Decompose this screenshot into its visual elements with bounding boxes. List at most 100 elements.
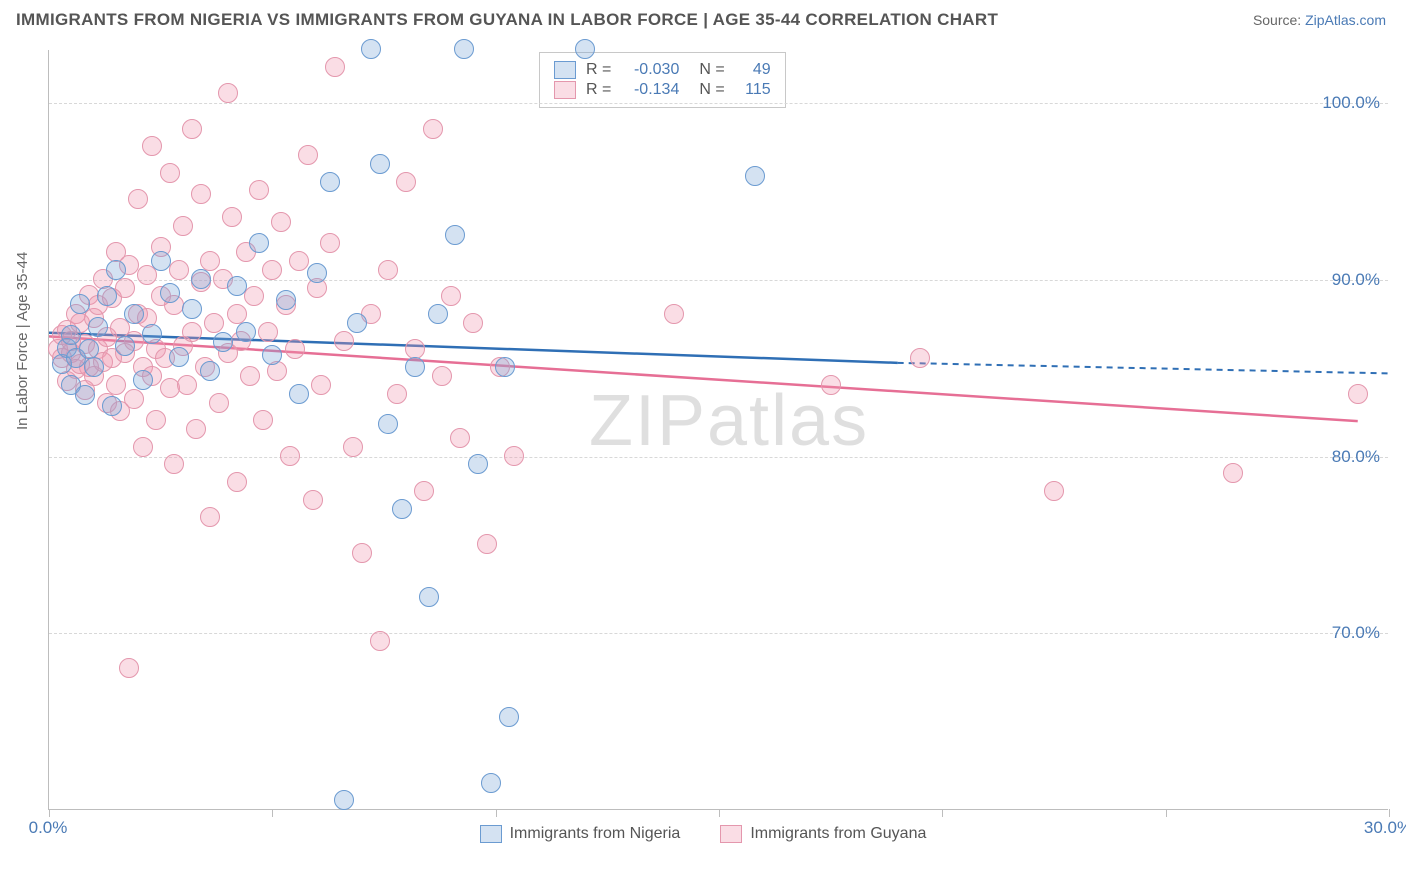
data-point-guyana	[177, 375, 197, 395]
data-point-guyana	[910, 348, 930, 368]
data-point-nigeria	[392, 499, 412, 519]
data-point-guyana	[244, 286, 264, 306]
swatch-pink	[554, 81, 576, 99]
data-point-guyana	[450, 428, 470, 448]
data-point-nigeria	[236, 322, 256, 342]
data-point-nigeria	[307, 263, 327, 283]
data-point-nigeria	[405, 357, 425, 377]
gridline	[49, 103, 1388, 104]
data-point-nigeria	[495, 357, 515, 377]
x-tick-label: 0.0%	[29, 818, 68, 838]
y-tick-label: 70.0%	[1332, 623, 1380, 643]
y-tick-label: 80.0%	[1332, 447, 1380, 467]
y-tick-label: 90.0%	[1332, 270, 1380, 290]
data-point-guyana	[142, 136, 162, 156]
x-tick	[1389, 809, 1390, 817]
data-point-guyana	[463, 313, 483, 333]
trendlines-svg	[49, 50, 1389, 810]
data-point-nigeria	[289, 384, 309, 404]
swatch-blue	[554, 61, 576, 79]
data-point-nigeria	[115, 336, 135, 356]
data-point-nigeria	[745, 166, 765, 186]
data-point-nigeria	[133, 370, 153, 390]
data-point-nigeria	[169, 347, 189, 367]
data-point-nigeria	[84, 357, 104, 377]
data-point-nigeria	[70, 294, 90, 314]
scatter-chart: ZIPatlas R = -0.030 N = 49 R = -0.134 N …	[48, 50, 1388, 810]
data-point-nigeria	[200, 361, 220, 381]
data-point-guyana	[396, 172, 416, 192]
data-point-nigeria	[370, 154, 390, 174]
data-point-nigeria	[249, 233, 269, 253]
data-point-guyana	[182, 322, 202, 342]
data-point-nigeria	[106, 260, 126, 280]
data-point-guyana	[325, 57, 345, 77]
data-point-nigeria	[347, 313, 367, 333]
legend-item-nigeria: Immigrants from Nigeria	[480, 825, 681, 843]
data-point-guyana	[271, 212, 291, 232]
data-point-guyana	[1044, 481, 1064, 501]
x-tick	[942, 809, 943, 817]
data-point-nigeria	[481, 773, 501, 793]
data-point-nigeria	[88, 317, 108, 337]
y-axis-label: In Labor Force | Age 35-44	[14, 252, 31, 430]
data-point-guyana	[249, 180, 269, 200]
data-point-guyana	[186, 419, 206, 439]
data-point-guyana	[222, 207, 242, 227]
data-point-guyana	[432, 366, 452, 386]
data-point-guyana	[133, 437, 153, 457]
data-point-guyana	[343, 437, 363, 457]
data-point-nigeria	[320, 172, 340, 192]
data-point-nigeria	[334, 790, 354, 810]
data-point-guyana	[280, 446, 300, 466]
y-tick-label: 100.0%	[1322, 93, 1380, 113]
x-tick	[496, 809, 497, 817]
legend-row-blue: R = -0.030 N = 49	[554, 61, 771, 79]
data-point-guyana	[128, 189, 148, 209]
x-tick	[1166, 809, 1167, 817]
data-point-guyana	[262, 260, 282, 280]
data-point-nigeria	[124, 304, 144, 324]
data-point-nigeria	[445, 225, 465, 245]
data-point-guyana	[370, 631, 390, 651]
correlation-legend: R = -0.030 N = 49 R = -0.134 N = 115	[539, 52, 786, 108]
data-point-nigeria	[61, 325, 81, 345]
data-point-guyana	[173, 216, 193, 236]
gridline	[49, 457, 1388, 458]
data-point-guyana	[227, 472, 247, 492]
data-point-nigeria	[102, 396, 122, 416]
x-tick	[719, 809, 720, 817]
data-point-guyana	[1348, 384, 1368, 404]
data-point-guyana	[191, 184, 211, 204]
gridline	[49, 280, 1388, 281]
data-point-guyana	[204, 313, 224, 333]
data-point-guyana	[253, 410, 273, 430]
data-point-nigeria	[499, 707, 519, 727]
data-point-nigeria	[191, 269, 211, 289]
data-point-nigeria	[97, 286, 117, 306]
data-point-nigeria	[75, 385, 95, 405]
data-point-guyana	[258, 322, 278, 342]
swatch-pink	[720, 825, 742, 843]
legend-row-pink: R = -0.134 N = 115	[554, 81, 771, 99]
data-point-guyana	[106, 375, 126, 395]
data-point-guyana	[821, 375, 841, 395]
data-point-nigeria	[151, 251, 171, 271]
data-point-guyana	[352, 543, 372, 563]
data-point-guyana	[664, 304, 684, 324]
source-link[interactable]: ZipAtlas.com	[1305, 12, 1386, 28]
data-point-guyana	[414, 481, 434, 501]
x-tick	[49, 809, 50, 817]
data-point-nigeria	[378, 414, 398, 434]
data-point-guyana	[387, 384, 407, 404]
swatch-blue	[480, 825, 502, 843]
data-point-nigeria	[213, 332, 233, 352]
data-point-guyana	[311, 375, 331, 395]
data-point-guyana	[334, 331, 354, 351]
gridline	[49, 633, 1388, 634]
legend-item-guyana: Immigrants from Guyana	[720, 825, 926, 843]
chart-title: IMMIGRANTS FROM NIGERIA VS IMMIGRANTS FR…	[16, 10, 998, 30]
data-point-guyana	[1223, 463, 1243, 483]
data-point-guyana	[320, 233, 340, 253]
data-point-nigeria	[428, 304, 448, 324]
